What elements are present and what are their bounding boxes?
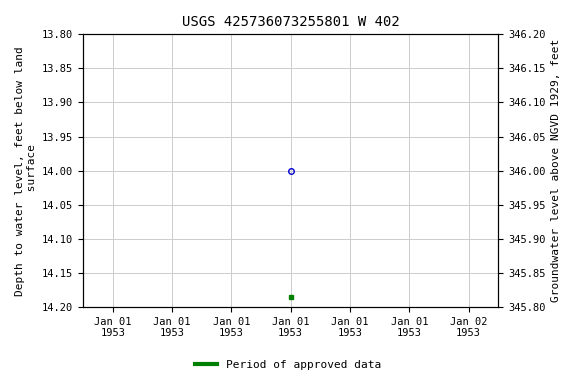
Legend: Period of approved data: Period of approved data — [191, 356, 385, 375]
Y-axis label: Depth to water level, feet below land
 surface: Depth to water level, feet below land su… — [15, 46, 37, 296]
Y-axis label: Groundwater level above NGVD 1929, feet: Groundwater level above NGVD 1929, feet — [551, 39, 561, 302]
Title: USGS 425736073255801 W 402: USGS 425736073255801 W 402 — [182, 15, 400, 29]
